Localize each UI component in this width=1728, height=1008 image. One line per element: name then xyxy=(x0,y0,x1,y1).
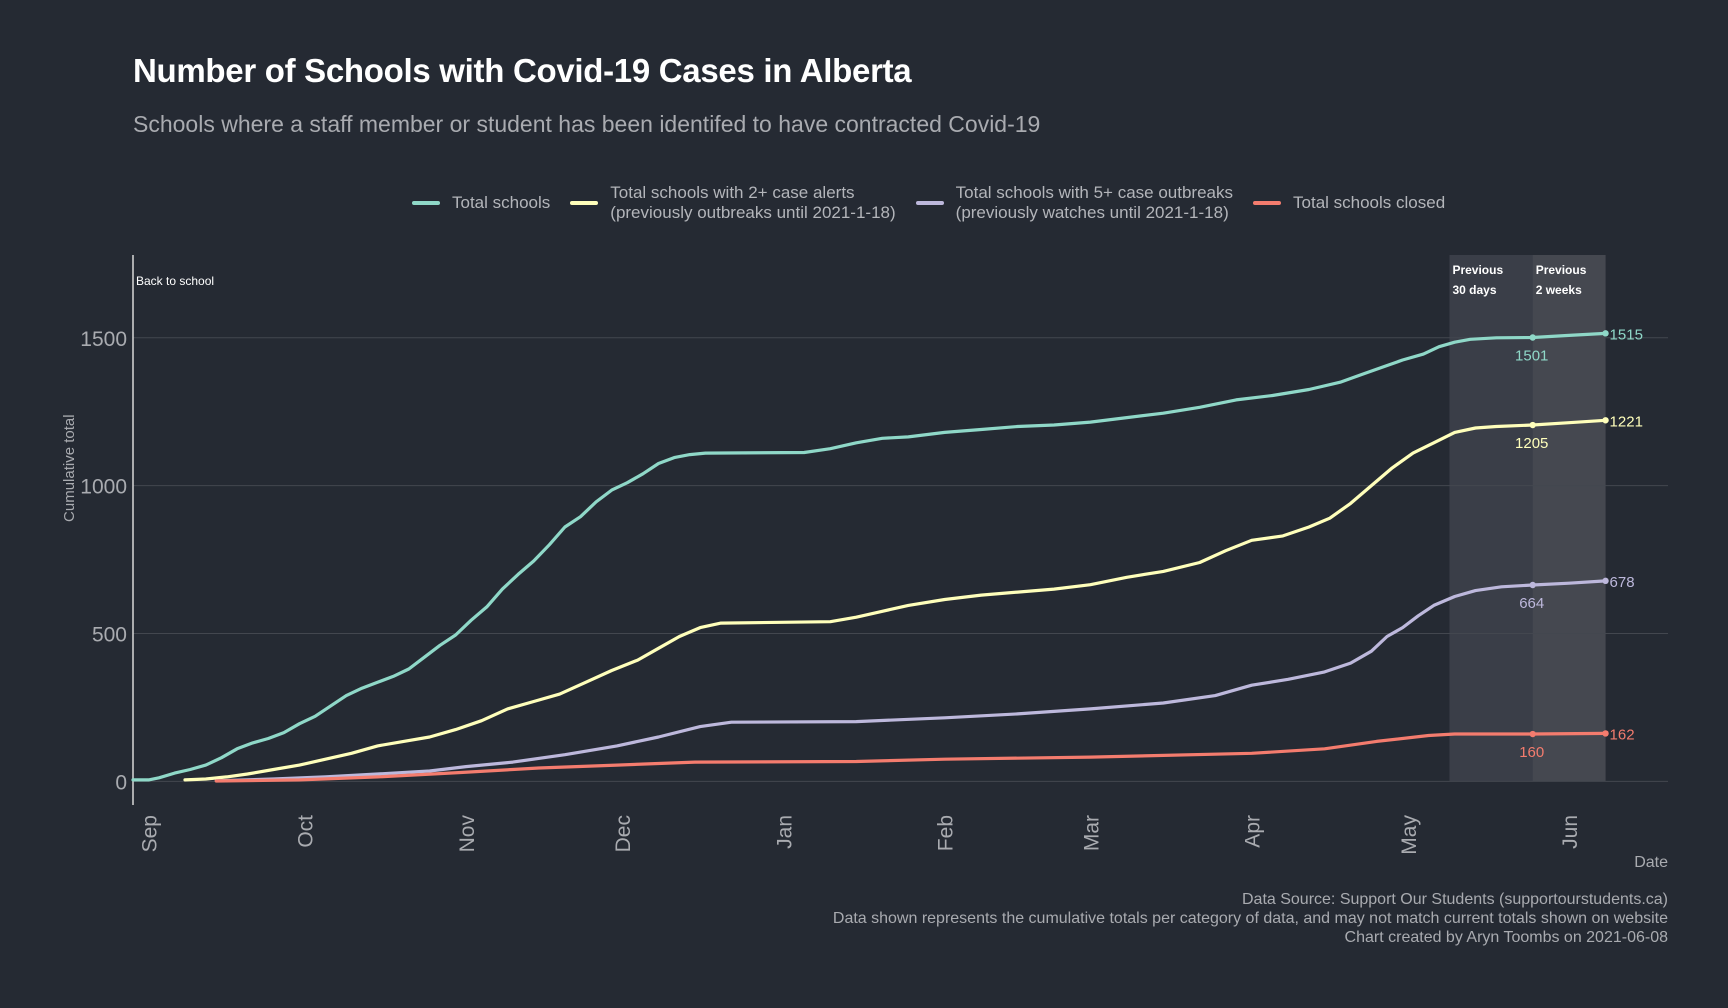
series-line-1 xyxy=(183,418,1608,782)
series-marker-2 xyxy=(1602,577,1609,585)
x-tick-label: Dec xyxy=(612,815,635,852)
series-line-0 xyxy=(131,331,1608,782)
legend-swatch xyxy=(1253,201,1282,205)
x-tick-label: Mar xyxy=(1080,815,1103,851)
series-marker-0 xyxy=(1529,334,1536,341)
x-tick-label: Jan xyxy=(773,815,796,849)
back-to-school-label: Back to school xyxy=(136,274,214,288)
chart-legend: Total schools Total schools with 2+ case … xyxy=(412,183,1465,223)
series-value-label-0: 1501 xyxy=(1515,348,1548,365)
legend-label: Total schools with 2+ case alerts (previ… xyxy=(610,183,896,222)
x-tick-label: Oct xyxy=(295,815,318,848)
previous-2-weeks-label: Previous 2 weeks xyxy=(1536,263,1587,297)
y-tick-label: 1500 xyxy=(80,328,127,351)
series-value-label-2: 678 xyxy=(1610,574,1635,591)
series-marker-1 xyxy=(1529,421,1536,429)
y-axis-label: Cumulative total xyxy=(61,414,78,522)
series-value-label-1: 1221 xyxy=(1610,413,1643,430)
series-value-label-1: 1205 xyxy=(1515,435,1548,452)
footer-note: Data shown represents the cumulative tot… xyxy=(832,910,1668,927)
footer-source: Data Source: Support Our Students (suppo… xyxy=(1241,891,1668,908)
legend-item: Total schools with 5+ case outbreaks (pr… xyxy=(915,183,1234,223)
previous-30-days-label: Previous 30 days xyxy=(1452,263,1503,297)
series-marker-0 xyxy=(1602,330,1609,337)
series-marker-3 xyxy=(1602,730,1609,737)
x-tick-label: May xyxy=(1398,815,1421,855)
y-tick-label: 1000 xyxy=(80,476,127,499)
series-value-label-3: 162 xyxy=(1610,726,1635,743)
chart-subtitle: Schools where a staff member or student … xyxy=(133,111,1041,137)
series-value-label-3: 160 xyxy=(1519,744,1544,761)
x-tick-label: Jun xyxy=(1559,815,1582,849)
legend-label: Total schools closed xyxy=(1293,193,1446,212)
series-marker-2 xyxy=(1529,581,1536,589)
y-tick-label: 500 xyxy=(92,623,127,646)
series-line-2 xyxy=(214,579,1608,783)
x-tick-label: Feb xyxy=(935,815,958,851)
footer-credit: Chart created by Aryn Toombs on 2021-06-… xyxy=(1344,929,1668,946)
series-marker-1 xyxy=(1602,417,1609,424)
previous-2-weeks-band xyxy=(1532,255,1606,782)
legend-item: Total schools closed xyxy=(1253,193,1445,213)
legend-label: Total schools with 5+ case outbreaks (pr… xyxy=(955,183,1234,222)
x-axis-label: Date xyxy=(1634,854,1668,871)
series-value-label-2: 664 xyxy=(1519,595,1544,612)
legend-label: Total schools xyxy=(452,193,551,212)
series-marker-3 xyxy=(1529,730,1536,738)
chart-footer: Data Source: Support Our Students (suppo… xyxy=(833,890,1668,947)
series-line-3 xyxy=(214,731,1608,783)
legend-swatch xyxy=(412,201,440,205)
legend-item: Total schools xyxy=(412,193,550,213)
legend-swatch xyxy=(570,201,599,205)
series-value-label-0: 1515 xyxy=(1610,326,1643,343)
y-tick-label: 0 xyxy=(115,771,127,794)
x-tick-label: Sep xyxy=(139,815,162,852)
x-tick-label: Nov xyxy=(456,815,479,853)
legend-swatch xyxy=(915,201,944,205)
chart-title: Number of Schools with Covid-19 Cases in… xyxy=(133,52,912,89)
x-tick-label: Apr xyxy=(1242,815,1265,848)
legend-item: Total schools with 2+ case alerts (previ… xyxy=(570,183,896,223)
